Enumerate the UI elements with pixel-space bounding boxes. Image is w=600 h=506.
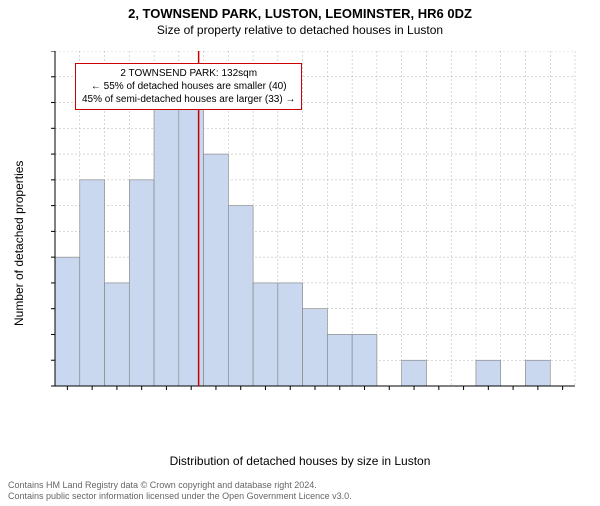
annotation-line2: ← 55% of detached houses are smaller (40… bbox=[82, 80, 295, 93]
footer-line2: Contains public sector information licen… bbox=[8, 491, 352, 502]
annotation-line3: 45% of semi-detached houses are larger (… bbox=[82, 93, 295, 106]
x-axis-label: Distribution of detached houses by size … bbox=[0, 454, 600, 468]
annotation-line1: 2 TOWNSEND PARK: 132sqm bbox=[82, 67, 295, 80]
footer-line1: Contains HM Land Registry data © Crown c… bbox=[8, 480, 352, 491]
annotation-box: 2 TOWNSEND PARK: 132sqm ← 55% of detache… bbox=[75, 63, 302, 110]
footer: Contains HM Land Registry data © Crown c… bbox=[8, 480, 352, 502]
chart-title: 2, TOWNSEND PARK, LUSTON, LEOMINSTER, HR… bbox=[0, 6, 600, 21]
chart-subtitle: Size of property relative to detached ho… bbox=[0, 23, 600, 37]
chart-area: 2 TOWNSEND PARK: 132sqm ← 55% of detache… bbox=[55, 51, 575, 421]
y-axis-label: Number of detached properties bbox=[12, 161, 26, 326]
